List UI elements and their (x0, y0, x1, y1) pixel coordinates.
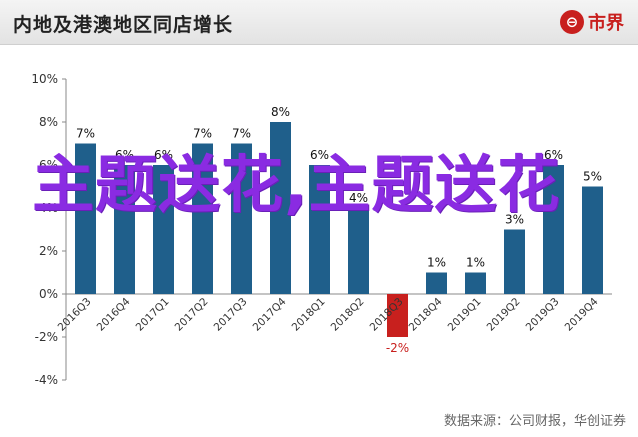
bar-value-label: 7% (193, 127, 212, 141)
x-category-label: 2019Q3 (524, 296, 562, 334)
bar-value-label: 4% (349, 191, 368, 205)
bar (387, 294, 408, 337)
bar-value-label: 7% (76, 127, 95, 141)
chart-header: 内地及港澳地区同店增长 ⊖ 市界 (0, 0, 638, 45)
x-category-label: 2019Q4 (563, 295, 601, 333)
x-category-label: 2018Q1 (290, 296, 328, 334)
x-category-label: 2017Q4 (251, 295, 289, 333)
bar (114, 165, 135, 294)
bar (309, 165, 330, 294)
bar (465, 272, 486, 294)
y-tick-label: 0% (39, 287, 58, 301)
y-tick-label: 2% (39, 244, 58, 258)
bar (153, 165, 174, 294)
bar (270, 122, 291, 294)
bar (75, 143, 96, 294)
logo-text: 市界 (588, 13, 624, 34)
x-category-label: 2017Q3 (212, 296, 250, 334)
bar-value-label: 6% (544, 148, 563, 162)
bar (192, 143, 213, 294)
brand-logo: ⊖ 市界 (560, 9, 624, 35)
bar (543, 165, 564, 294)
bar-value-label: -2% (386, 341, 409, 355)
bar (582, 186, 603, 294)
bar (348, 208, 369, 294)
bar (504, 229, 525, 294)
x-category-label: 2019Q2 (485, 296, 523, 334)
y-tick-label: 4% (39, 201, 58, 215)
bar-value-label: 6% (310, 148, 329, 162)
x-category-label: 2019Q1 (446, 296, 484, 334)
x-category-label: 2018Q4 (407, 295, 445, 333)
bar-value-label: 6% (115, 148, 134, 162)
bar (426, 272, 447, 294)
chart-title: 内地及港澳地区同店增长 (13, 14, 234, 36)
bar-value-label: 5% (583, 170, 602, 184)
x-category-label: 2016Q4 (95, 295, 133, 333)
bar-value-label: 6% (154, 148, 173, 162)
x-category-label: 2016Q3 (56, 296, 94, 334)
x-category-label: 2018Q2 (329, 296, 367, 334)
bar-value-label: 1% (427, 256, 446, 270)
bar-value-label: 8% (271, 105, 290, 119)
bar-value-label: 1% (466, 256, 485, 270)
bar-value-label: 3% (505, 213, 524, 227)
bar (231, 143, 252, 294)
y-tick-label: -4% (35, 373, 58, 387)
logo-mark-icon: ⊖ (560, 10, 584, 34)
x-category-label: 2017Q2 (173, 296, 211, 334)
y-tick-label: -2% (35, 330, 58, 344)
bar-value-label: 7% (232, 127, 251, 141)
y-tick-label: 8% (39, 115, 58, 129)
x-category-label: 2017Q1 (134, 296, 172, 334)
y-tick-label: 6% (39, 158, 58, 172)
y-tick-label: 10% (31, 72, 58, 86)
source-note: 数据来源：公司财报，华创证券 (443, 414, 626, 429)
